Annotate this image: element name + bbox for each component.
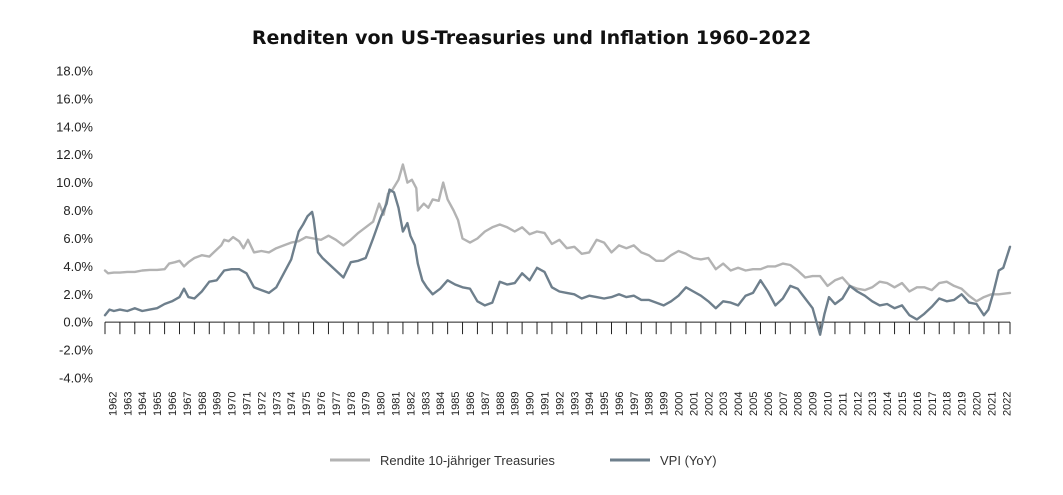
x-tick-label: 1963: [122, 392, 134, 416]
x-tick-label: 1993: [569, 392, 581, 416]
x-tick-label: 1970: [227, 392, 239, 416]
x-tick-label: 1968: [197, 392, 209, 416]
y-tick-label: -4.0%: [59, 371, 93, 386]
y-tick-label: -2.0%: [59, 343, 93, 358]
y-tick-label: 16.0%: [56, 91, 93, 106]
x-tick-label: 2007: [778, 392, 790, 416]
x-tick-label: 1964: [137, 392, 149, 416]
x-tick-label: 1989: [510, 392, 522, 416]
y-tick-label: 2.0%: [63, 287, 93, 302]
x-tick-label: 2002: [703, 392, 715, 416]
x-tick-label: 2013: [867, 392, 879, 416]
x-tick-label: 1997: [629, 392, 641, 416]
x-tick-label: 1979: [361, 392, 373, 416]
x-tick-label: 2011: [837, 392, 849, 416]
y-tick-label: 12.0%: [56, 147, 93, 162]
x-tick-label: 1969: [212, 392, 224, 416]
x-tick-label: 1982: [405, 392, 417, 416]
y-tick-label: 18.0%: [56, 64, 93, 79]
x-tick-label: 2014: [882, 392, 894, 416]
x-tick-label: 2004: [733, 392, 745, 416]
x-tick-label: 1971: [242, 392, 254, 416]
x-tick-label: 1973: [271, 392, 283, 416]
x-tick-label: 1983: [420, 392, 432, 416]
x-tick-label: 2009: [808, 392, 820, 416]
x-tick-label: 1986: [465, 392, 477, 416]
x-tick-label: 1985: [450, 392, 462, 416]
x-tick-label: 2006: [763, 392, 775, 416]
x-tick-label: 1975: [301, 392, 313, 416]
x-tick-label: 1992: [554, 392, 566, 416]
x-tick-label: 2016: [912, 392, 924, 416]
legend: Rendite 10-jähriger Treasuries VPI (YoY): [330, 453, 717, 468]
x-tick-label: 1981: [390, 392, 402, 416]
series-line-treasury-yield: [103, 163, 1012, 303]
x-tick-label: 1999: [659, 392, 671, 416]
x-tick-label: 1994: [584, 392, 596, 416]
series-line-cpi: [103, 188, 1012, 336]
x-tick-label: 1978: [346, 392, 358, 416]
y-tick-label: 0.0%: [63, 315, 93, 330]
x-tick-label: 1998: [644, 392, 656, 416]
x-tick-label: 2003: [718, 392, 730, 416]
y-tick-label: 6.0%: [63, 231, 93, 246]
x-tick-label: 1972: [256, 392, 268, 416]
x-tick-label: 1962: [107, 392, 119, 416]
legend-label: VPI (YoY): [660, 453, 717, 468]
x-tick-label: 2010: [823, 392, 835, 416]
x-axis: 1962 1963 1964 1965 1966 1967 1968 1969 1970 1971…: [104, 321, 1013, 416]
x-tick-label: 2021: [986, 392, 998, 416]
x-tick-label: 2001: [688, 392, 700, 416]
series-layer: [103, 163, 1012, 336]
y-tick-label: 14.0%: [56, 119, 93, 134]
x-tick-label: 2005: [748, 392, 760, 416]
x-tick-label: 2020: [971, 392, 983, 416]
legend-label: Rendite 10-jähriger Treasuries: [380, 453, 555, 468]
x-tick-label: 2018: [942, 392, 954, 416]
y-tick-label: 8.0%: [63, 203, 93, 218]
x-tick-label: 2000: [674, 392, 686, 416]
x-tick-label: 2012: [852, 392, 864, 416]
x-tick-label: 1966: [167, 392, 179, 416]
x-tick-label: 2015: [897, 392, 909, 416]
x-tick-label: 1988: [495, 392, 507, 416]
x-tick-label: 1967: [182, 392, 194, 416]
y-tick-label: 4.0%: [63, 259, 93, 274]
x-tick-label: 1976: [316, 392, 328, 416]
x-tick-label: 1965: [152, 392, 164, 416]
y-tick-label: 10.0%: [56, 175, 93, 190]
x-tick-label: 1974: [286, 392, 298, 416]
x-tick-label: 1980: [376, 392, 388, 416]
x-tick-label: 1995: [599, 392, 611, 416]
y-axis: 18.0% 16.0% 14.0% 12.0% 10.0% 8.0% 6.0% 4.0% 2.0…: [56, 64, 93, 386]
x-tick-label: 1977: [331, 392, 343, 416]
x-tick-label: 1996: [614, 392, 626, 416]
x-tick-label: 1987: [480, 392, 492, 416]
x-tick-label: 1984: [435, 392, 447, 416]
x-tick-label: 2008: [793, 392, 805, 416]
x-tick-label: 2019: [957, 392, 969, 416]
x-tick-label: 2017: [927, 392, 939, 416]
x-tick-label: 1991: [539, 392, 551, 416]
chart-title: Renditen von US-Treasuries und Inflation…: [251, 27, 812, 49]
x-tick-label: 1990: [525, 392, 537, 416]
x-tick-label: 2022: [1001, 392, 1013, 416]
